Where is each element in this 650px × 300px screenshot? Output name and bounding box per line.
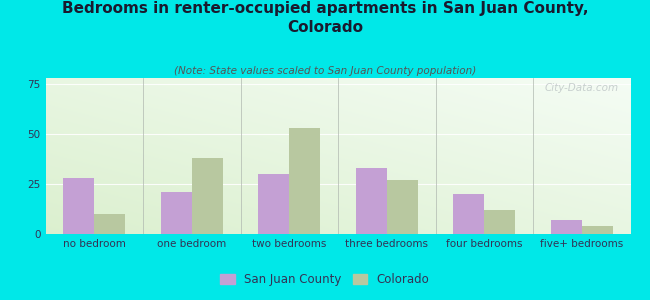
Bar [63, 178, 94, 234]
Bar [551, 220, 582, 234]
Text: City-Data.com: City-Data.com [545, 83, 619, 93]
Text: (Note: State values scaled to San Juan County population): (Note: State values scaled to San Juan C… [174, 66, 476, 76]
Bar [94, 214, 125, 234]
Bar [161, 192, 192, 234]
Bar [484, 210, 515, 234]
Bar [387, 180, 418, 234]
Bar [356, 168, 387, 234]
Text: Bedrooms in renter-occupied apartments in San Juan County,
Colorado: Bedrooms in renter-occupied apartments i… [62, 2, 588, 35]
Bar [258, 174, 289, 234]
Bar [289, 128, 320, 234]
Legend: San Juan County, Colorado: San Juan County, Colorado [216, 269, 434, 291]
Bar [192, 158, 223, 234]
Bar [582, 226, 613, 234]
Bar [453, 194, 484, 234]
